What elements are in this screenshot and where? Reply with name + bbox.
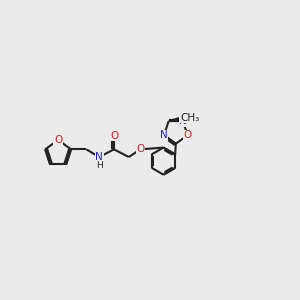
Text: N: N xyxy=(160,130,168,140)
Text: H: H xyxy=(97,161,103,170)
Text: N: N xyxy=(179,116,187,126)
Text: O: O xyxy=(136,144,145,154)
Text: N: N xyxy=(95,152,103,162)
Text: O: O xyxy=(110,131,118,141)
Text: O: O xyxy=(54,135,62,145)
Text: O: O xyxy=(183,130,192,140)
Text: CH₃: CH₃ xyxy=(180,113,200,123)
